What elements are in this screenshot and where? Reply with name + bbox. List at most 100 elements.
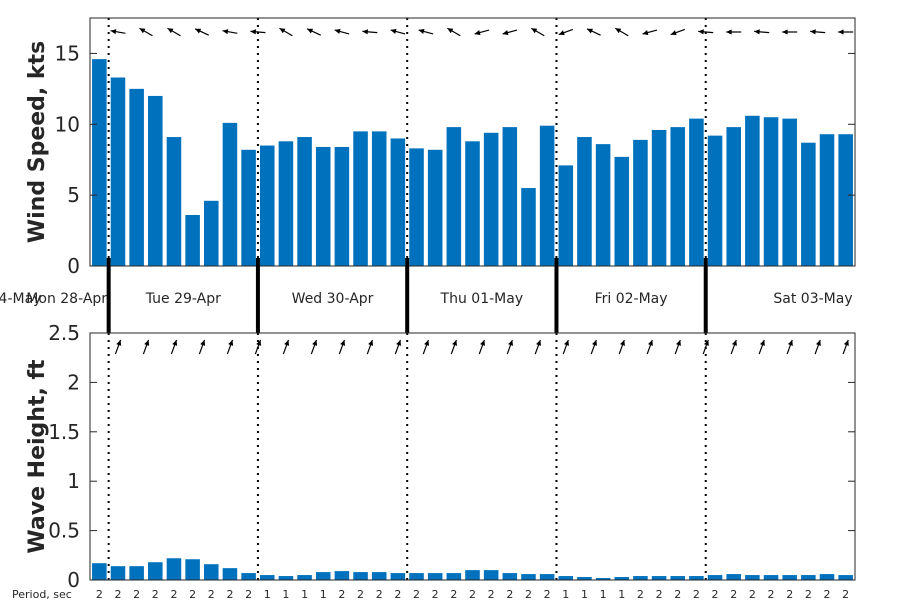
wave-bar (689, 576, 704, 580)
wave-bar (409, 573, 424, 580)
wind-bar (614, 156, 630, 266)
arrow-head (334, 28, 341, 34)
arrow-head (200, 339, 206, 346)
period-value: 2 (525, 588, 532, 600)
wind-bar (110, 77, 126, 267)
wind-bar (465, 141, 480, 266)
arrow-head (698, 29, 704, 35)
arrow-head (116, 339, 122, 346)
arrow-head (642, 30, 649, 36)
wave-axes-box (89, 332, 856, 581)
wind-bar (259, 145, 275, 266)
arrow-head (843, 339, 849, 346)
wave-direction-arrow (534, 339, 541, 355)
wind-bar (763, 117, 779, 266)
period-value: 2 (226, 588, 233, 600)
arrow-head (195, 28, 202, 34)
wind-bar (838, 134, 853, 266)
arrow-head (139, 28, 146, 34)
arrow-head (759, 339, 765, 346)
wind-direction-arrow (558, 28, 574, 36)
wave-bar (502, 573, 518, 580)
arrow-head (502, 30, 509, 36)
period-value: 2 (152, 588, 159, 600)
wave-bar (390, 573, 406, 580)
arrow-head (447, 28, 454, 34)
wave-bar (241, 573, 256, 580)
wind-direction-arrow (754, 29, 770, 35)
day-label: Sun 04-May (0, 291, 41, 307)
wind-direction-arrow (782, 29, 798, 35)
arrow-head (838, 29, 844, 35)
period-label: Period, sec (12, 588, 72, 600)
period-value: 1 (320, 588, 327, 600)
arrow-head (396, 339, 402, 346)
period-value: 2 (432, 588, 439, 600)
arrow-head (536, 339, 541, 346)
period-value: 2 (506, 588, 513, 600)
wave-ytick-label: 0 (67, 568, 80, 592)
arrow-head (279, 28, 286, 34)
wind-direction-arrow (194, 28, 210, 36)
wind-direction-arrow (698, 29, 714, 35)
wave-direction-arrow (170, 339, 178, 355)
wave-direction-arrow (450, 339, 458, 355)
wind-direction-arrow (502, 29, 518, 36)
arrow-head (222, 29, 229, 35)
wind-bar (148, 95, 163, 266)
arrow-head (307, 28, 314, 34)
arrow-head (754, 29, 760, 35)
period-value: 2 (824, 588, 831, 600)
wave-bar (539, 574, 555, 580)
wave-direction-arrow (506, 339, 513, 355)
wind-bar (801, 142, 816, 266)
wave-ytick-label: 2.5 (48, 321, 80, 345)
wave-bar (819, 574, 835, 580)
wind-bar (502, 127, 518, 267)
wave-direction-arrow (198, 339, 206, 355)
wind-bar (651, 129, 667, 266)
wave-direction-arrow (114, 339, 122, 355)
wind-direction-arrow (250, 29, 266, 35)
wind-direction-arrow (531, 27, 545, 37)
arrow-head (256, 339, 262, 346)
wind-direction-arrow (222, 29, 238, 35)
wave-bar (315, 572, 331, 580)
wind-direction-arrow (110, 29, 126, 35)
wind-ytick-label: 10 (55, 112, 80, 136)
wind-ytick-label: 0 (67, 254, 80, 278)
wave-bar (297, 575, 312, 580)
period-value: 1 (581, 588, 588, 600)
wave-bar (707, 575, 723, 580)
arrow-head (676, 339, 681, 346)
wave-ytick-label: 1.5 (48, 420, 80, 444)
period-value: 2 (488, 588, 495, 600)
wave-bar (446, 573, 462, 580)
wind-bar (427, 149, 443, 266)
arrow-head (782, 29, 788, 35)
period-value: 1 (600, 588, 607, 600)
wave-bar (427, 573, 443, 580)
wind-bar (297, 137, 312, 266)
day-label: Fri 02-May (595, 291, 668, 307)
wind-bar (315, 146, 331, 266)
wave-ytick-label: 2 (67, 370, 80, 394)
wave-bar (838, 575, 853, 580)
period-value: 2 (450, 588, 457, 600)
wave-bar (334, 571, 350, 580)
arrow-head (586, 28, 593, 34)
wave-bar (558, 576, 574, 580)
wind-bar (278, 141, 294, 266)
wave-bar (651, 576, 667, 580)
period-value: 2 (805, 588, 812, 600)
arrow-head (558, 30, 565, 36)
wave-bar (465, 570, 480, 580)
period-value: 2 (170, 588, 177, 600)
wind-bar (129, 88, 144, 266)
wind-direction-arrow (167, 27, 181, 37)
arrow-head (340, 339, 346, 346)
arrow-head (787, 339, 793, 346)
wind-direction-arrow (334, 28, 350, 35)
